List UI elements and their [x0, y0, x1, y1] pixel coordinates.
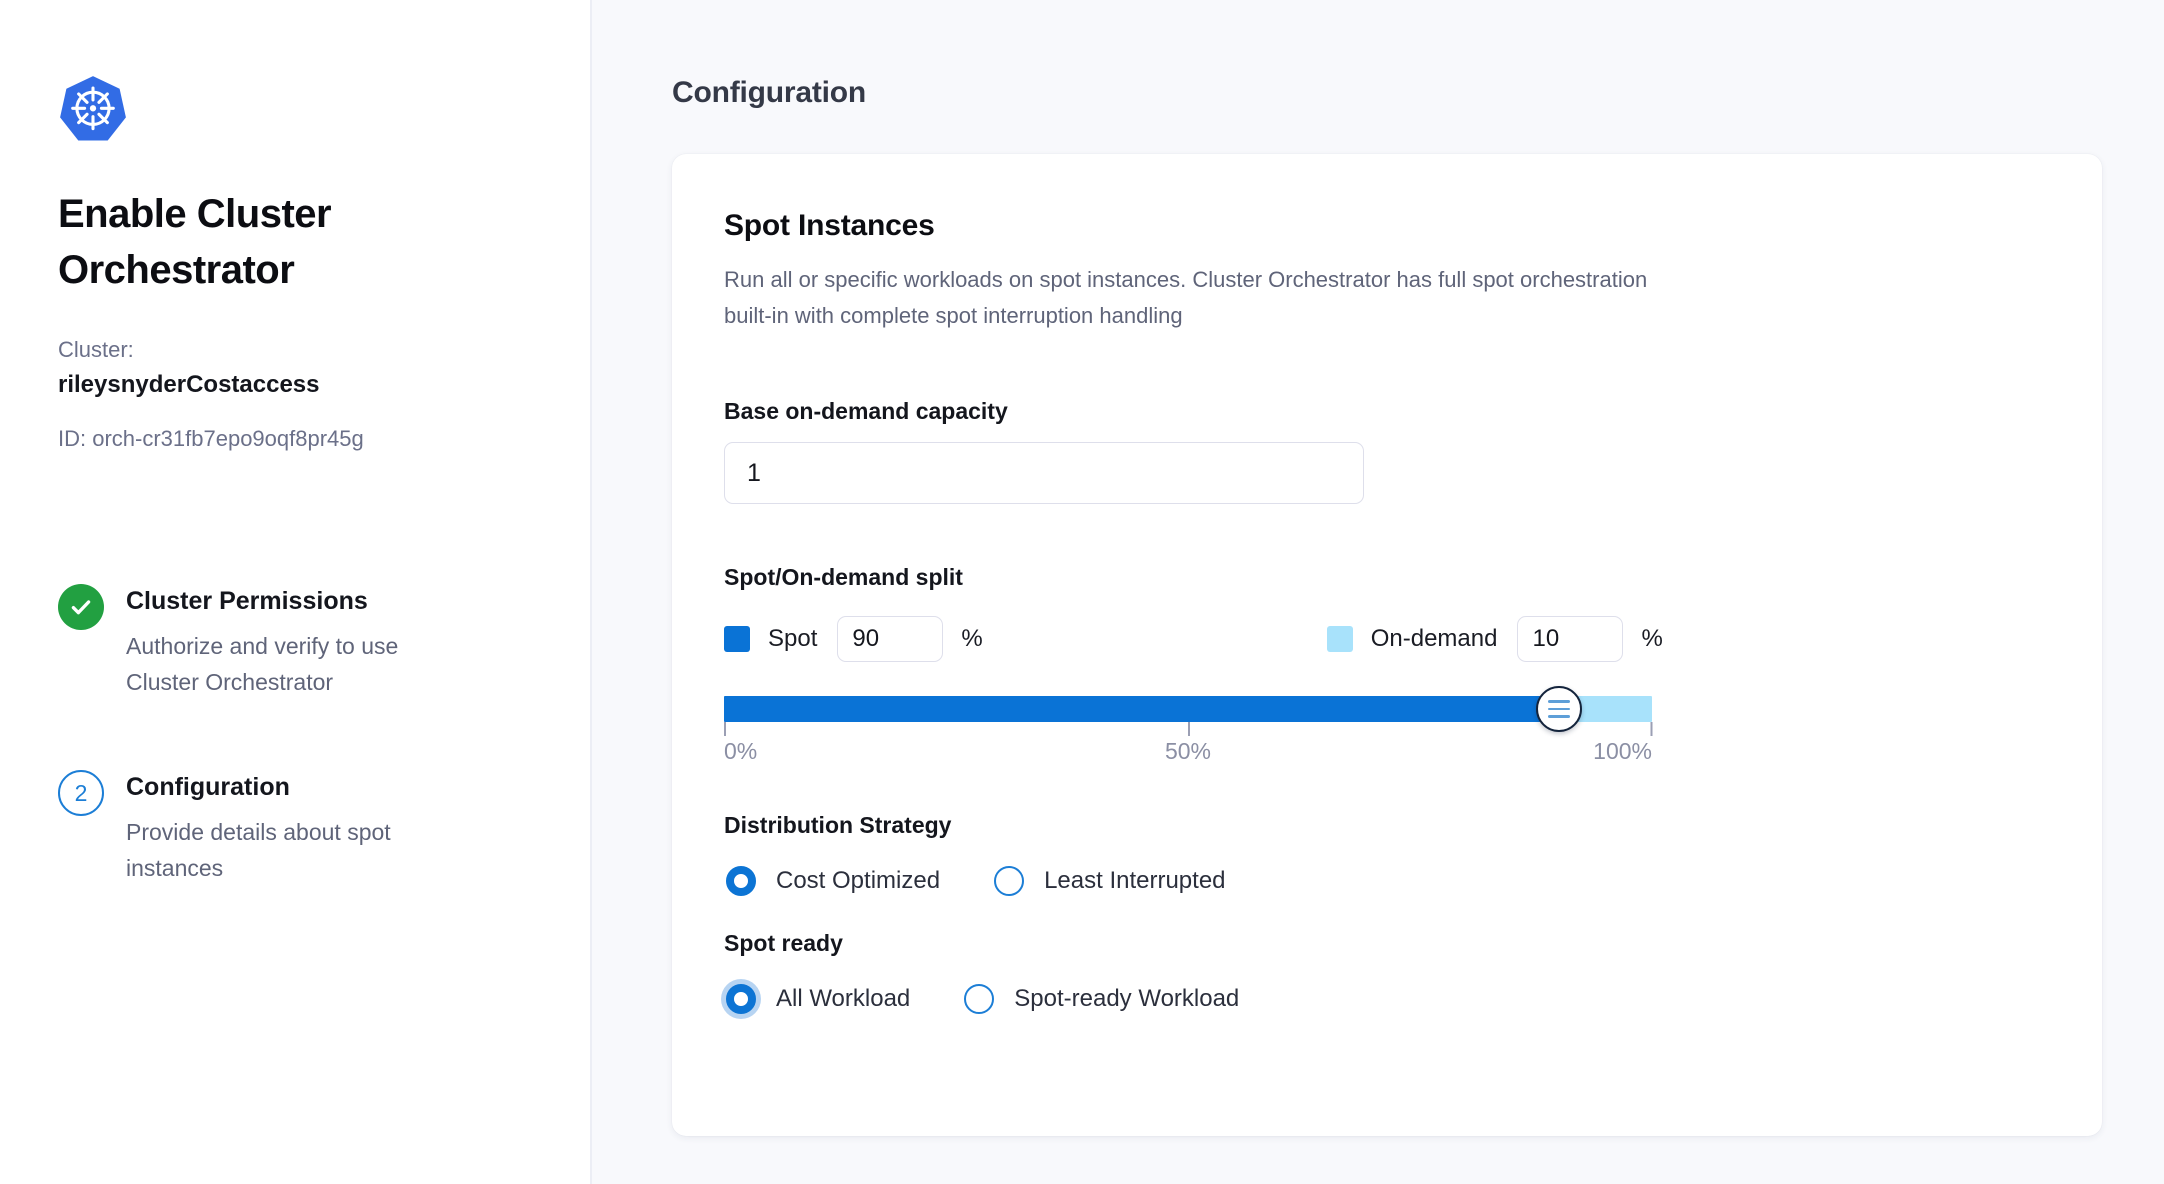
- page-brand-title: Enable Cluster Orchestrator: [58, 192, 332, 292]
- slider-tick-mid: [1188, 722, 1190, 736]
- ondemand-label: On-demand: [1370, 625, 1498, 652]
- cluster-id: ID: orch-cr31fb7epo9oqf8pr45g: [58, 426, 364, 451]
- radio-icon-unselected: [992, 864, 1026, 898]
- split-inputs-row: Spot % On-demand %: [724, 616, 2050, 662]
- split-slider[interactable]: 0% 50% 100%: [724, 686, 1652, 768]
- slider-ticks: [724, 722, 1652, 736]
- slider-label-min: 0%: [724, 738, 758, 764]
- radio-cost-optimized[interactable]: Cost Optimized: [724, 864, 940, 898]
- card-title: Spot Instances: [724, 209, 935, 242]
- slider-label-mid: 50%: [1164, 738, 1212, 764]
- radio-icon-selected-focused: [721, 979, 761, 1019]
- base-capacity-label: Base on-demand capacity: [724, 398, 1008, 424]
- spot-ready-options: All Workload Spot-ready Workload: [721, 979, 2050, 1019]
- spot-color-swatch-icon: [724, 626, 750, 652]
- step-marker-done: [58, 584, 104, 630]
- slider-label-max: 100%: [1593, 738, 1652, 764]
- radio-label: Spot-ready Workload: [1014, 985, 1240, 1012]
- radio-label: Cost Optimized: [776, 867, 941, 894]
- slider-labels: 0% 50% 100%: [724, 738, 1652, 768]
- distribution-strategy-options: Cost Optimized Least Interrupted: [724, 864, 2050, 898]
- handle-grip-line-icon: [1548, 715, 1571, 718]
- sidebar-step-cluster-permissions[interactable]: Cluster Permissions Authorize and verify…: [58, 582, 534, 700]
- radio-icon-unselected: [962, 982, 996, 1016]
- cluster-name: rileysnyderCostaccess: [58, 371, 320, 398]
- split-block: Spot/On-demand split Spot % On-demand %: [724, 562, 2050, 768]
- slider-tick-min: [724, 722, 726, 736]
- step-number-badge: 2: [58, 770, 104, 816]
- distribution-strategy-label: Distribution Strategy: [724, 812, 952, 838]
- spot-percent-input[interactable]: [837, 616, 944, 662]
- page-title: Configuration: [672, 76, 867, 109]
- cluster-label: Cluster:: [58, 337, 134, 362]
- step-title: Configuration: [126, 773, 290, 801]
- slider-track[interactable]: [724, 686, 1652, 732]
- kubernetes-icon: [58, 74, 534, 144]
- spot-split-group: Spot %: [724, 616, 983, 662]
- card-description: Run all or specific workloads on spot in…: [724, 267, 1648, 328]
- radio-least-interrupted[interactable]: Least Interrupted: [992, 864, 1226, 898]
- radio-label: Least Interrupted: [1044, 867, 1226, 894]
- spot-instances-card: Spot Instances Run all or specific workl…: [672, 154, 2102, 1136]
- sidebar-divider: [590, 0, 592, 1184]
- main-content: Configuration Spot Instances Run all or …: [592, 0, 2164, 1184]
- radio-label: All Workload: [776, 985, 911, 1012]
- split-label: Spot/On-demand split: [724, 564, 963, 590]
- step-description: Provide details about spot instances: [126, 819, 391, 881]
- radio-icon-selected: [724, 864, 758, 898]
- ondemand-color-swatch-icon: [1326, 626, 1353, 652]
- handle-grip-line-icon: [1548, 707, 1571, 711]
- sidebar: Enable Cluster Orchestrator Cluster: ril…: [0, 0, 592, 1184]
- slider-handle[interactable]: [1536, 686, 1583, 732]
- base-capacity-input[interactable]: [724, 442, 1364, 504]
- ondemand-percent-input[interactable]: [1517, 616, 1624, 662]
- spot-ready-label: Spot ready: [724, 930, 843, 956]
- ondemand-percent-sign: %: [1641, 625, 1663, 652]
- step-title: Cluster Permissions: [126, 587, 368, 615]
- sidebar-step-configuration[interactable]: 2 Configuration Provide details about sp…: [58, 768, 534, 886]
- ondemand-split-group: On-demand %: [1326, 616, 1663, 662]
- check-icon: [58, 584, 104, 630]
- spot-ready-block: Spot ready All Workload Spot-ready: [721, 928, 2050, 1019]
- slider-tick-max: [1650, 722, 1652, 736]
- spot-percent-sign: %: [961, 625, 983, 652]
- slider-fill: [724, 696, 1560, 722]
- step-marker-current: 2: [58, 770, 104, 816]
- base-capacity-block: Base on-demand capacity: [724, 396, 2050, 504]
- distribution-strategy-block: Distribution Strategy Cost Optimized Lea…: [724, 810, 2050, 898]
- handle-grip-line-icon: [1548, 700, 1571, 703]
- radio-spot-ready-workload[interactable]: Spot-ready Workload: [962, 982, 1239, 1016]
- radio-all-workload[interactable]: All Workload: [721, 979, 911, 1019]
- step-list: Cluster Permissions Authorize and verify…: [58, 582, 534, 886]
- step-description: Authorize and verify to use Cluster Orch…: [126, 633, 399, 695]
- spot-label: Spot: [768, 625, 818, 652]
